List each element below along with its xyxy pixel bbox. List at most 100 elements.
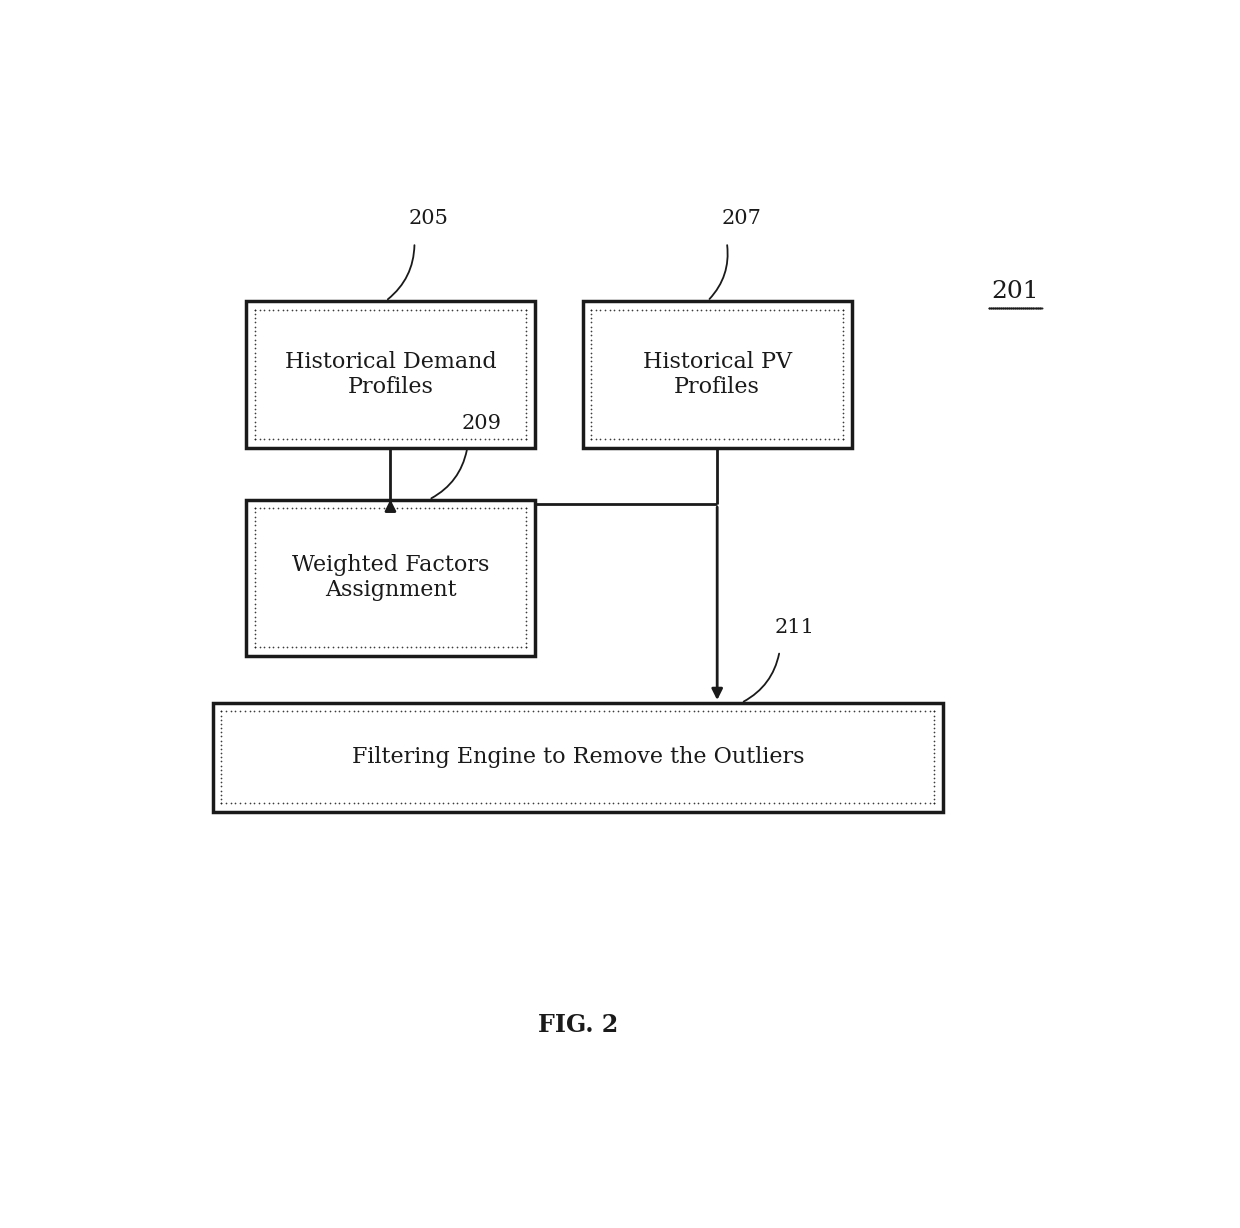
Point [419,430,439,449]
Point [1014,298,1034,318]
Point [392,300,412,319]
Point [296,793,316,813]
Point [502,499,522,518]
Point [518,701,538,721]
Point [346,300,366,319]
Point [291,701,311,721]
Point [281,430,301,449]
Point [365,430,384,449]
Bar [589,308,844,441]
Point [291,430,311,449]
Point [516,576,536,596]
Text: 209: 209 [461,414,502,433]
Point [278,300,298,319]
Point [733,300,753,319]
Point [508,793,528,813]
Point [723,430,743,449]
Point [1002,298,1022,318]
Point [1024,298,1044,318]
Point [283,793,303,813]
Point [687,430,707,449]
Point [1011,298,1030,318]
Point [722,701,742,721]
Point [429,430,449,449]
Point [755,300,775,319]
Point [286,430,306,449]
Point [636,701,656,721]
Point [1032,298,1052,318]
Point [405,793,425,813]
Point [516,391,536,410]
Point [249,701,269,721]
Point [319,430,339,449]
Point [356,300,376,319]
Point [211,701,231,721]
Point [246,368,265,388]
Point [1013,298,1033,318]
Point [826,793,846,813]
Point [246,572,265,592]
Point [319,499,339,518]
Point [516,507,536,527]
Point [740,793,760,813]
Point [516,624,536,643]
Point [982,298,1002,318]
Point [627,793,647,813]
Point [286,793,306,813]
Point [877,701,897,721]
Point [735,701,755,721]
Point [815,300,835,319]
Point [465,300,485,319]
Text: FIG. 2: FIG. 2 [538,1013,618,1036]
Point [221,701,241,721]
Point [273,430,293,449]
Point [580,793,600,813]
Point [402,300,422,319]
Point [392,499,412,518]
Point [746,430,766,449]
Point [396,701,415,721]
Point [401,793,420,813]
Point [622,300,642,319]
Point [327,637,347,657]
Point [915,793,935,813]
Point [660,701,680,721]
Point [461,637,481,657]
Point [594,793,614,813]
Point [481,701,501,721]
Point [873,793,893,813]
Point [246,334,265,354]
Point [575,701,595,721]
Point [636,430,656,449]
Point [920,793,940,813]
Point [986,298,1006,318]
Point [582,408,601,427]
Point [351,637,371,657]
Point [622,793,642,813]
Point [833,351,853,371]
Point [1030,298,1050,318]
Point [391,793,410,813]
Point [787,793,807,813]
Point [310,793,330,813]
Point [636,300,656,319]
Point [892,701,911,721]
Point [211,793,231,813]
Point [980,298,999,318]
Point [604,793,624,813]
Point [618,701,637,721]
Point [631,430,651,449]
Point [268,701,288,721]
Point [211,781,231,801]
Text: 211: 211 [774,618,815,636]
Point [367,701,387,721]
Point [782,793,802,813]
Point [358,793,378,813]
Point [787,701,807,721]
Point [511,300,531,319]
Point [507,430,527,449]
Point [701,430,720,449]
Point [337,499,357,518]
Point [485,701,505,721]
Point [516,308,536,328]
